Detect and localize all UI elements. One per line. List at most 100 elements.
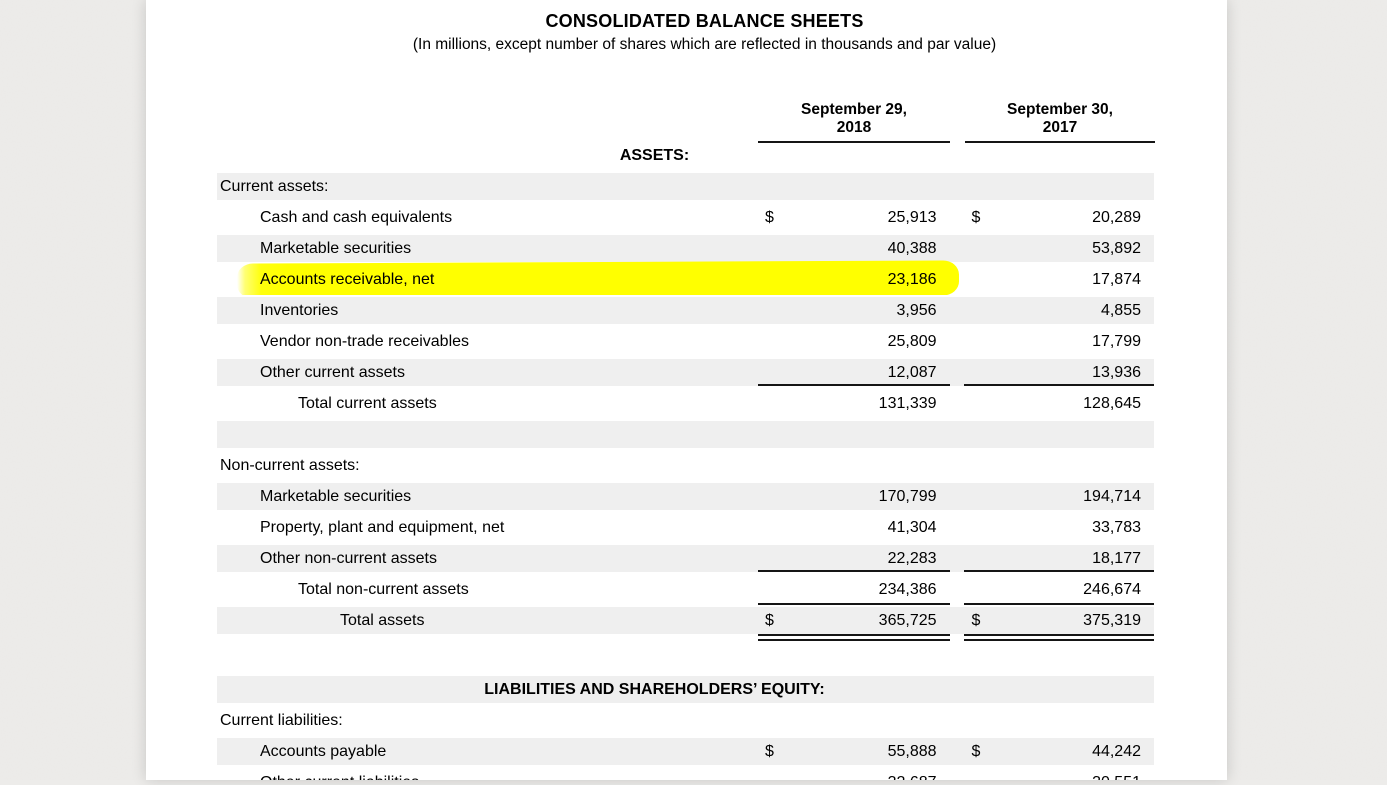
row-label: Non-current assets: bbox=[220, 456, 360, 474]
liabilities-section-heading-row: LIABILITIES AND SHAREHOLDERS’ EQUITY: bbox=[217, 674, 1154, 705]
value-2018-number: 12,087 bbox=[887, 363, 937, 381]
table-row: Current liabilities: bbox=[217, 705, 1154, 736]
value-2017: $44,242 bbox=[964, 738, 1154, 765]
value-2018: $55,888 bbox=[758, 738, 950, 765]
dollar-sign: $ bbox=[971, 611, 981, 629]
liabilities-section-heading: LIABILITIES AND SHAREHOLDERS’ EQUITY: bbox=[484, 680, 825, 698]
row-label: Total non-current assets bbox=[298, 580, 469, 598]
value-2017: 18,177 bbox=[964, 545, 1154, 572]
table-row-blank bbox=[217, 419, 1154, 450]
value-2017: 13,936 bbox=[964, 359, 1154, 386]
table-row: Total assets $365,725 $375,319 bbox=[217, 605, 1154, 641]
value-2017-number: 33,783 bbox=[1092, 518, 1141, 536]
table-row: Vendor non-trade receivables 25,809 17,7… bbox=[217, 326, 1154, 357]
column-gap bbox=[950, 359, 965, 386]
balance-sheet-table: Current assets: Cash and cash equivalent… bbox=[217, 171, 1154, 780]
document-header: CONSOLIDATED BALANCE SHEETS (In millions… bbox=[217, 10, 1154, 55]
column-gap bbox=[950, 202, 965, 233]
value-2017: 17,874 bbox=[964, 264, 1154, 295]
table-row: Total non-current assets 234,386 246,674 bbox=[217, 574, 1154, 605]
section-spacer bbox=[217, 636, 1154, 674]
table-row: Cash and cash equivalents $25,913 $20,28… bbox=[217, 202, 1154, 233]
value-2018-number: 25,809 bbox=[887, 332, 937, 350]
table-row: Inventories 3,956 4,855 bbox=[217, 295, 1154, 326]
value-2017-number: 375,319 bbox=[1083, 611, 1141, 629]
table-row: Property, plant and equipment, net 41,30… bbox=[217, 512, 1154, 543]
value-2017-number: 17,799 bbox=[1092, 332, 1141, 350]
value-2017-number: 4,855 bbox=[1100, 301, 1141, 319]
dollar-sign: $ bbox=[971, 742, 981, 760]
table-row: Total current assets 131,339 128,645 bbox=[217, 388, 1154, 419]
row-label: Total current assets bbox=[298, 394, 437, 412]
column-header-2018: September 29, 2018 bbox=[758, 101, 950, 143]
value-2018: 22,283 bbox=[758, 545, 950, 572]
value-2018: 25,809 bbox=[758, 326, 950, 357]
column-header-2018-line2: 2018 bbox=[836, 119, 872, 136]
value-2017: 246,674 bbox=[964, 574, 1154, 605]
row-label: Other current assets bbox=[260, 363, 405, 381]
row-label: Current liabilities: bbox=[220, 711, 343, 729]
value-2017: $375,319 bbox=[964, 607, 1154, 641]
column-gap bbox=[950, 738, 965, 765]
value-2018-number: 23,186 bbox=[887, 270, 937, 288]
value-2018: 32,687 bbox=[758, 767, 950, 781]
value-2018-number: 22,283 bbox=[887, 549, 937, 567]
table-row: Marketable securities 170,799 194,714 bbox=[217, 481, 1154, 512]
value-2018: $25,913 bbox=[758, 202, 950, 233]
value-2018: 131,339 bbox=[758, 388, 950, 419]
value-2018-number: 41,304 bbox=[887, 518, 937, 536]
row-label: Cash and cash equivalents bbox=[260, 208, 453, 226]
value-2017-number: 30,551 bbox=[1092, 774, 1141, 781]
value-2017: 30,551 bbox=[964, 767, 1154, 781]
row-label: Other current liabilities bbox=[217, 774, 758, 781]
row-label: Accounts payable bbox=[260, 742, 387, 760]
column-gap bbox=[950, 326, 965, 357]
column-gap bbox=[950, 512, 965, 543]
value-2017: 33,783 bbox=[964, 512, 1154, 543]
value-2018: 234,386 bbox=[758, 574, 950, 605]
dollar-sign: $ bbox=[765, 742, 774, 760]
value-2017-number: 17,874 bbox=[1092, 270, 1141, 288]
row-label: Marketable securities bbox=[260, 487, 412, 505]
value-2017: $20,289 bbox=[964, 202, 1154, 233]
column-gap bbox=[950, 235, 965, 262]
row-label: Accounts receivable, net bbox=[260, 270, 435, 288]
value-2017: 128,645 bbox=[964, 388, 1154, 419]
column-header-2017: September 30, 2017 bbox=[965, 101, 1155, 143]
row-label: Marketable securities bbox=[260, 239, 412, 257]
value-2017-number: 13,936 bbox=[1092, 363, 1141, 381]
column-gap bbox=[950, 297, 965, 324]
row-label: Total assets bbox=[340, 611, 425, 629]
column-gap bbox=[950, 483, 965, 510]
value-2018: 41,304 bbox=[758, 512, 950, 543]
value-2017-number: 128,645 bbox=[1083, 394, 1141, 412]
row-label: Inventories bbox=[260, 301, 339, 319]
value-2018-number: 234,386 bbox=[878, 580, 937, 598]
column-gap bbox=[950, 545, 965, 572]
value-2017: 194,714 bbox=[964, 483, 1154, 510]
value-2018-number: 40,388 bbox=[887, 239, 937, 257]
value-2018: 23,186 bbox=[758, 264, 950, 295]
column-header-2017-line1: September 30, bbox=[1007, 101, 1113, 118]
value-2017-number: 53,892 bbox=[1092, 239, 1141, 257]
value-2018-number: 55,888 bbox=[887, 742, 937, 760]
row-label: Other non-current assets bbox=[260, 549, 437, 567]
table-row: Marketable securities 40,388 53,892 bbox=[217, 233, 1154, 264]
value-2017: 4,855 bbox=[964, 297, 1154, 324]
value-2017-number: 44,242 bbox=[1092, 742, 1141, 760]
dollar-sign: $ bbox=[765, 611, 774, 629]
value-2017-number: 20,289 bbox=[1092, 208, 1141, 226]
value-2018-number: 32,687 bbox=[888, 774, 937, 781]
value-2018-number: 131,339 bbox=[878, 394, 937, 412]
value-2018: 170,799 bbox=[758, 483, 950, 510]
value-2017-number: 18,177 bbox=[1092, 549, 1141, 567]
value-2017-number: 194,714 bbox=[1083, 487, 1141, 505]
column-header-2017-line2: 2017 bbox=[1042, 119, 1078, 136]
row-label: Vendor non-trade receivables bbox=[260, 332, 470, 350]
table-row: Other non-current assets 22,283 18,177 bbox=[217, 543, 1154, 574]
table-row: Current assets: bbox=[217, 171, 1154, 202]
column-header-2018-line1: September 29, bbox=[801, 101, 907, 118]
value-2018: 12,087 bbox=[758, 359, 950, 386]
value-2018-number: 25,913 bbox=[887, 208, 937, 226]
row-label: Property, plant and equipment, net bbox=[260, 518, 505, 536]
